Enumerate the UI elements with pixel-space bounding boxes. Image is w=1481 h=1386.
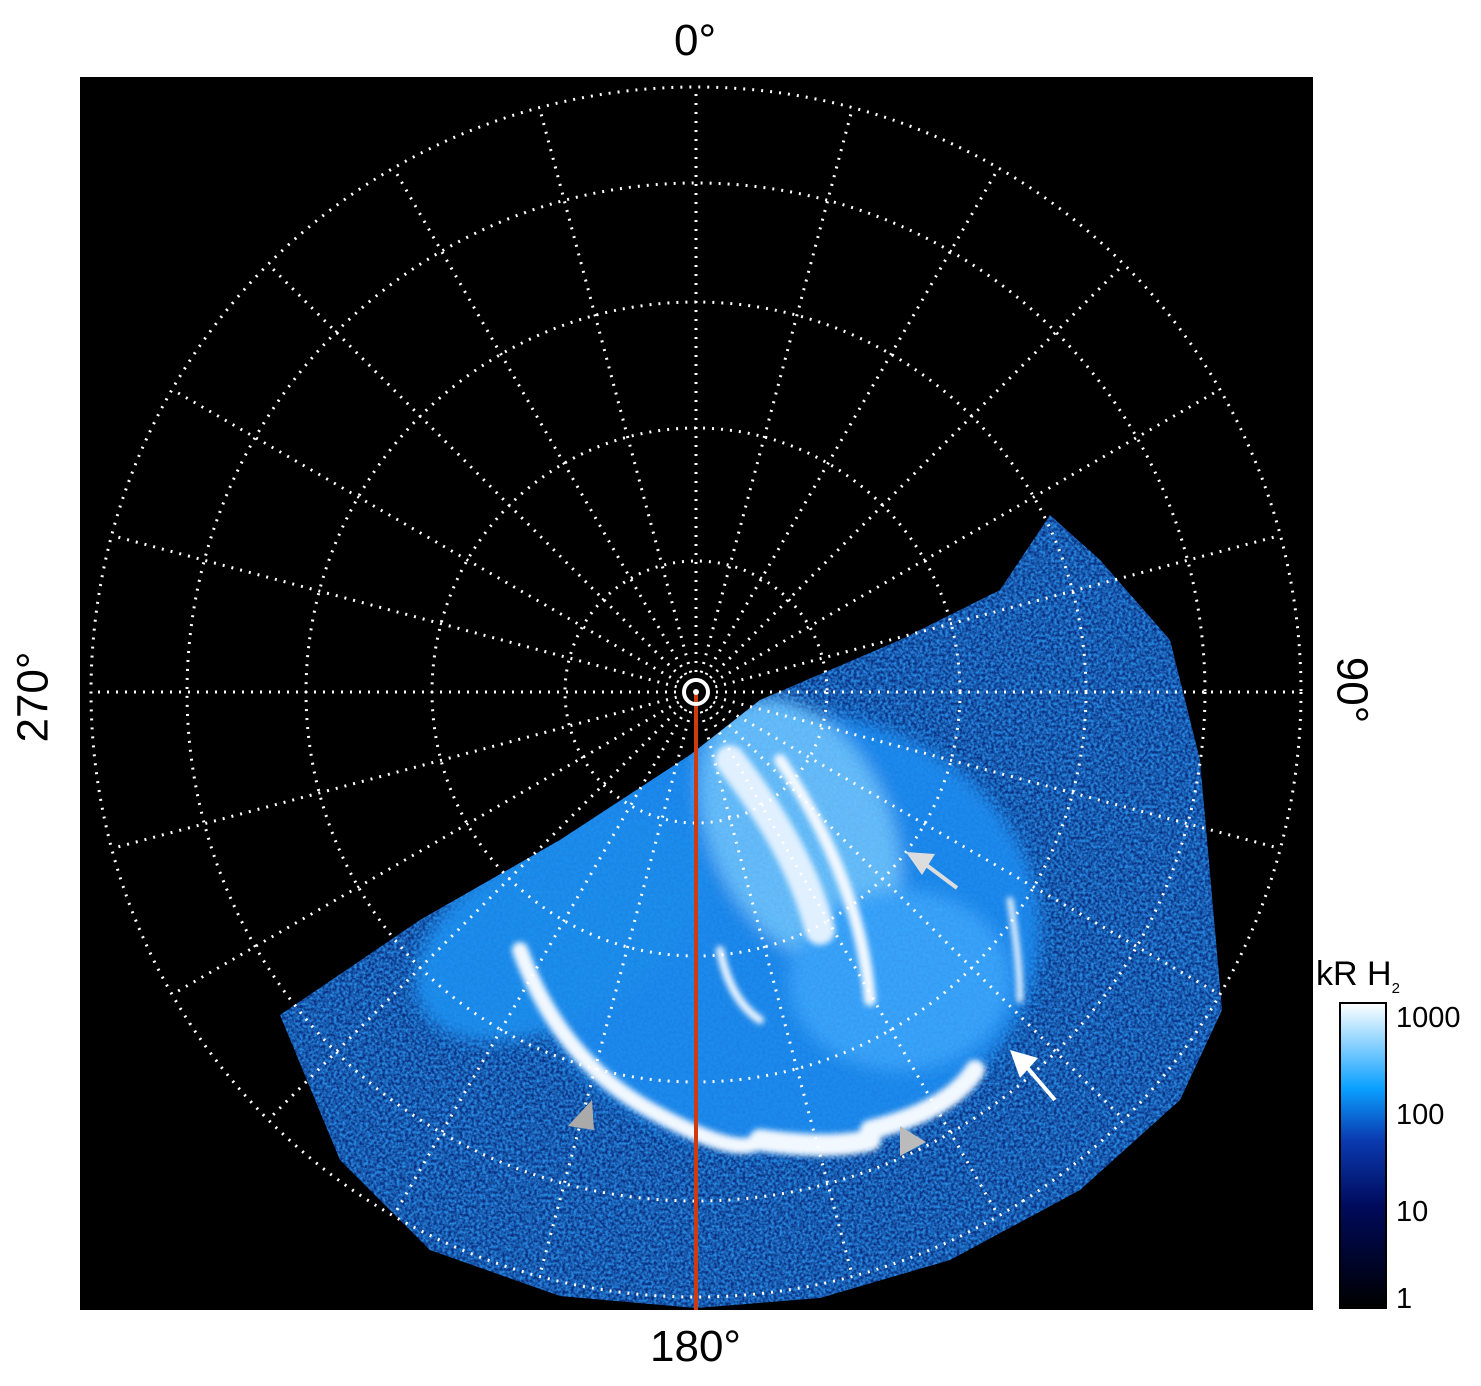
meridian-line <box>704 708 1000 1217</box>
latitude-circle <box>185 181 1207 1203</box>
meridian-line <box>699 710 855 1277</box>
meridian-line <box>709 263 1125 679</box>
gray-arrowhead-icon <box>568 1100 594 1130</box>
meridian-line <box>714 695 1281 851</box>
meridian-line <box>714 533 1281 689</box>
latitude-circle <box>89 85 1303 1299</box>
meridian-line <box>537 107 693 674</box>
colorbar <box>1339 1002 1387 1309</box>
meridian-line <box>267 705 683 1121</box>
colorbar-label: kR H2 <box>1316 955 1400 997</box>
label-180deg: 180° <box>650 1322 742 1371</box>
meridian-line <box>171 388 680 684</box>
lat-lon-grid <box>89 85 1303 1299</box>
colorbar-tick: 100 <box>1396 1099 1445 1131</box>
gray-arrowhead-icon <box>900 1126 926 1156</box>
arrowhead-icon <box>906 852 935 875</box>
meridian-line <box>709 705 1125 1121</box>
meridian-line <box>712 388 1221 684</box>
colorbar-unit: kR H <box>1316 955 1392 993</box>
meridian-line <box>111 533 678 689</box>
colorbar-subscript: 2 <box>1391 979 1400 997</box>
meridian-line <box>392 708 688 1217</box>
meridian-line <box>171 700 680 996</box>
annotation-arrows <box>568 852 1057 1156</box>
colorbar-tick: 1 <box>1396 1283 1413 1315</box>
colorbar-tick: 1000 <box>1396 1002 1461 1034</box>
meridian-line <box>392 167 688 676</box>
meridian-line <box>699 107 855 674</box>
arrowhead-icon <box>1010 1050 1038 1078</box>
meridian-line <box>537 710 693 1277</box>
arrow-shaft <box>1023 1063 1057 1102</box>
arrow-shaft <box>923 862 959 890</box>
label-270deg: 270° <box>8 651 58 743</box>
pole-marker <box>682 678 710 706</box>
meridian-line <box>704 167 1000 676</box>
meridian-line <box>267 263 683 679</box>
colorbar-tick: 10 <box>1396 1196 1429 1228</box>
latitude-circle <box>563 559 829 825</box>
label-90deg: 90° <box>1327 656 1377 724</box>
meridian-line <box>712 700 1221 996</box>
meridian-line <box>111 695 678 851</box>
label-0deg: 0° <box>674 16 717 65</box>
